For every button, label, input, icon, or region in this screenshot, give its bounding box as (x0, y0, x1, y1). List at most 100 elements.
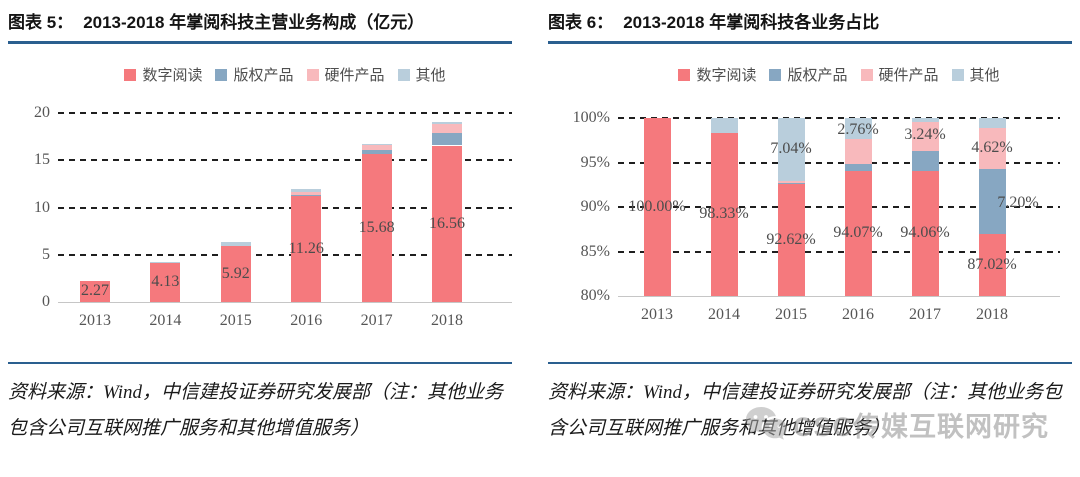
bar-value-label: 4.13 (151, 273, 180, 291)
source-note-text: 资料来源：Wind，中信建投证券研究发展部（注：其他业务包含公司互联网推广服务和… (8, 382, 504, 440)
legend-item-hardware-products: 硬件产品 (860, 64, 939, 85)
bar-segment-other (978, 118, 1006, 129)
legend-label-copyright-products: 版权产品 (787, 68, 848, 84)
legend-label-hardware-products: 硬件产品 (324, 68, 385, 84)
legend-label-other: 其他 (969, 68, 1000, 84)
y-tick-label: 85% (580, 242, 610, 260)
y-tick-label: 10 (34, 198, 50, 216)
bar-segment-hardware-products (361, 145, 392, 151)
y-tick-label: 20 (34, 104, 50, 121)
bar-segment-copyright-products (432, 132, 462, 146)
wechat-icon (744, 404, 790, 444)
gridline (58, 206, 512, 209)
y-tick-label: 95% (580, 153, 610, 171)
gridline (58, 159, 512, 162)
bar-segment-digital-reading (220, 246, 251, 302)
gridline (618, 117, 1060, 119)
bar-segment-other (220, 241, 251, 246)
bar-value-label: 87.02% (967, 255, 1017, 273)
legend-swatch-digital-reading (124, 68, 137, 81)
bar-segment-digital-reading (844, 170, 872, 296)
figure-number: 图表 6： (548, 13, 614, 32)
chart-legend: 数字阅读 版权产品 硬件产品 其他 (58, 64, 512, 85)
x-tick-label: 2014 (149, 312, 182, 329)
bar-segment-digital-reading (978, 233, 1006, 296)
x-tick-label: 2013 (79, 312, 111, 329)
x-tick-label: 2018 (976, 306, 1008, 323)
x-tick-label: 2013 (641, 306, 673, 323)
chart-legend: 数字阅读 版权产品 硬件产品 其他 (618, 64, 1060, 85)
bar-segment-copyright-products (844, 163, 872, 171)
bar-value-label: 2.27 (81, 282, 109, 300)
chart-panel-left: 图表 5： 2013-2018 年掌阅科技主营业务构成（亿元） 数字阅读 版权产品 硬… (8, 8, 512, 448)
bar-segment-other (361, 144, 392, 146)
x-tick-label: 2015 (219, 312, 252, 329)
bar-segment-copyright-products (978, 169, 1006, 234)
y-tick-label: 80% (580, 287, 610, 304)
legend-item-digital-reading: 数字阅读 (124, 64, 202, 85)
bar-segment-digital-reading (777, 183, 805, 296)
bar-segment-hardware-products (911, 121, 939, 151)
y-tick-label: 5 (42, 245, 50, 263)
legend-label-other: 其他 (415, 68, 446, 84)
bar-segment-hardware-products (432, 124, 462, 133)
bar-segment-copyright-products (291, 194, 322, 196)
legend-swatch-hardware-products (860, 68, 873, 81)
segment-value-label: 3.24% (904, 125, 946, 143)
x-tick-label: 2017 (909, 306, 941, 323)
bar-value-label: 92.62% (766, 230, 816, 248)
x-tick-label: 2018 (431, 312, 463, 329)
x-tick-label: 2015 (775, 306, 807, 323)
legend-label-digital-reading: 数字阅读 (696, 68, 757, 84)
bar-value-label: 16.56 (429, 214, 465, 232)
watermark-text: CSC传媒互联网研究 (793, 411, 1050, 442)
x-axis-line (58, 302, 512, 303)
legend-swatch-other (397, 68, 410, 81)
gridline (618, 250, 1060, 253)
bar-segment-digital-reading (643, 118, 671, 296)
gridline (58, 253, 512, 256)
x-tick-label: 2016 (842, 306, 874, 323)
bar-segment-other (710, 118, 738, 133)
bar-segment-other (911, 118, 939, 122)
source-note-text: 资料来源：Wind，中信建投证券研究发展部（注：其他业务包含公司互联网推广服务和… (548, 382, 1063, 440)
bar-segment-digital-reading (80, 280, 110, 302)
legend-label-hardware-products: 硬件产品 (878, 68, 939, 84)
y-tick-label: 15 (34, 151, 50, 169)
bar-segment-hardware-products (777, 180, 805, 183)
x-tick-label: 2014 (708, 306, 740, 323)
segment-value-label: 4.62% (971, 139, 1013, 157)
figure-title-text: 2013-2018 年掌阅科技主营业务构成（亿元） (83, 13, 425, 32)
figure-title: 图表 5： 2013-2018 年掌阅科技主营业务构成（亿元） (8, 8, 512, 44)
x-tick-label: 2017 (360, 312, 393, 329)
figure-title-text: 2013-2018 年掌阅科技各业务占比 (623, 13, 880, 32)
legend-swatch-digital-reading (678, 68, 691, 81)
legend-item-other: 其他 (397, 64, 446, 85)
legend-swatch-copyright-products (769, 68, 782, 81)
y-tick-label: 90% (580, 198, 610, 215)
legend-label-digital-reading: 数字阅读 (142, 68, 203, 84)
bar-value-label: 100.00% (628, 198, 686, 215)
gridline (58, 112, 512, 114)
bar-value-label: 5.92 (221, 265, 250, 283)
bar-segment-copyright-products (361, 150, 392, 154)
source-note: 资料来源：Wind，中信建投证券研究发展部（注：其他业务包含公司互联网推广服务和… (548, 362, 1072, 448)
bar-segment-digital-reading (291, 195, 322, 302)
bar-value-label: 94.07% (833, 224, 883, 242)
bar-value-label: 11.26 (288, 239, 324, 257)
bar-value-label: 15.68 (358, 218, 395, 236)
bar-segment-digital-reading (361, 153, 392, 302)
legend-item-hardware-products: 硬件产品 (306, 64, 385, 85)
y-tick-label: 0 (42, 293, 50, 310)
legend-swatch-hardware-products (306, 68, 319, 81)
gridline (618, 161, 1060, 164)
bar-segment-hardware-products (844, 139, 872, 164)
bar-segment-other (291, 188, 322, 192)
chart-panel-right: 图表 6： 2013-2018 年掌阅科技各业务占比 数字阅读 版权产品 硬件产品 其他… (540, 0, 1080, 477)
source-note: 资料来源：Wind，中信建投证券研究发展部（注：其他业务包含公司互联网推广服务和… (8, 362, 512, 448)
bar-segment-other (150, 262, 181, 263)
bar-segment-digital-reading (150, 262, 181, 302)
segment-value-label: 7.04% (770, 140, 812, 158)
legend-item-digital-reading: 数字阅读 (678, 64, 756, 85)
legend-item-other: 其他 (951, 64, 1000, 85)
